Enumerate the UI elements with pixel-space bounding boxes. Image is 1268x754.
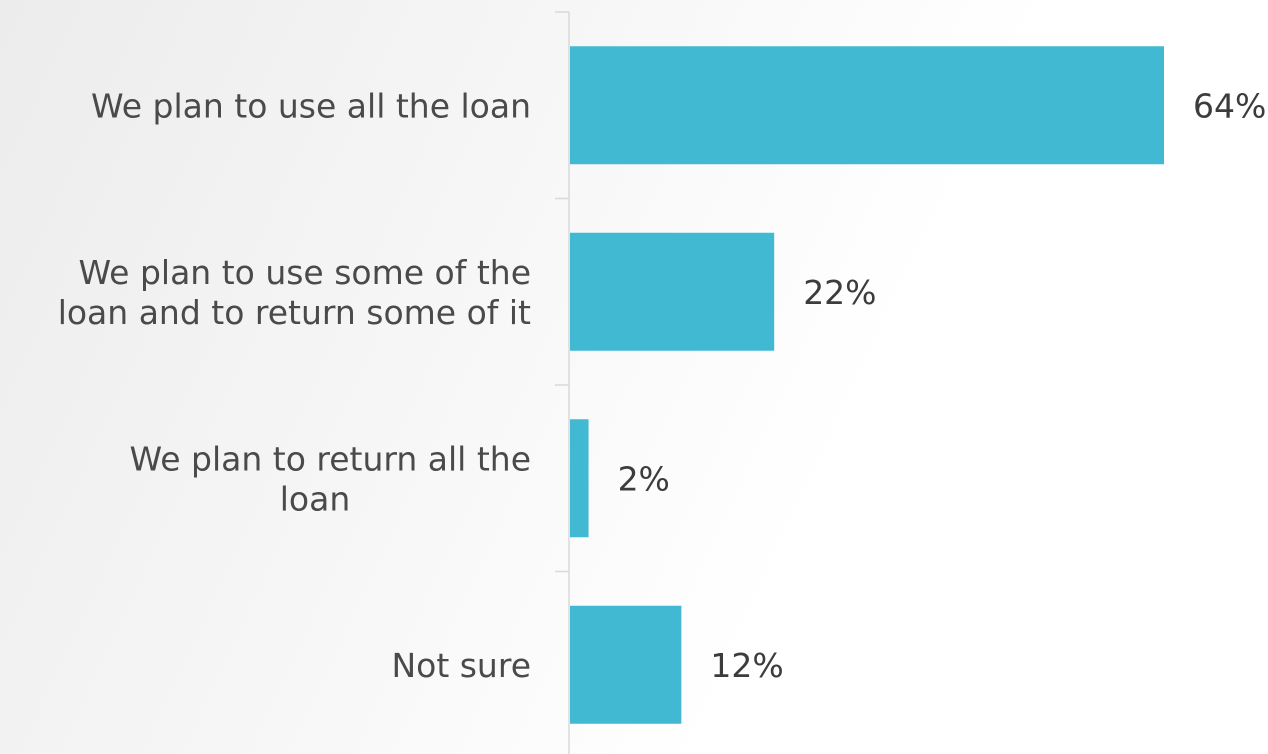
data-labels: 64% 22% 2% 12%: [618, 86, 1267, 685]
category-label-1: We plan to use all the loan: [91, 86, 531, 125]
bar-3: [570, 419, 589, 538]
axis-layer: [555, 11, 570, 754]
category-labels: We plan to use all the loan We plan to us…: [58, 86, 531, 685]
bar-2: [570, 232, 775, 351]
bar-1: [570, 46, 1164, 165]
category-label-2: We plan to use some of the loan and to re…: [58, 253, 531, 332]
data-label-4: 12%: [710, 646, 783, 685]
data-label-3: 2%: [618, 459, 670, 498]
data-label-1: 64%: [1193, 86, 1266, 125]
bars: [570, 46, 1164, 724]
bar-4: [570, 605, 682, 724]
data-label-2: 22%: [803, 273, 876, 312]
category-label-4: Not sure: [391, 646, 531, 685]
category-label-3: We plan to return all the loan: [130, 439, 531, 518]
